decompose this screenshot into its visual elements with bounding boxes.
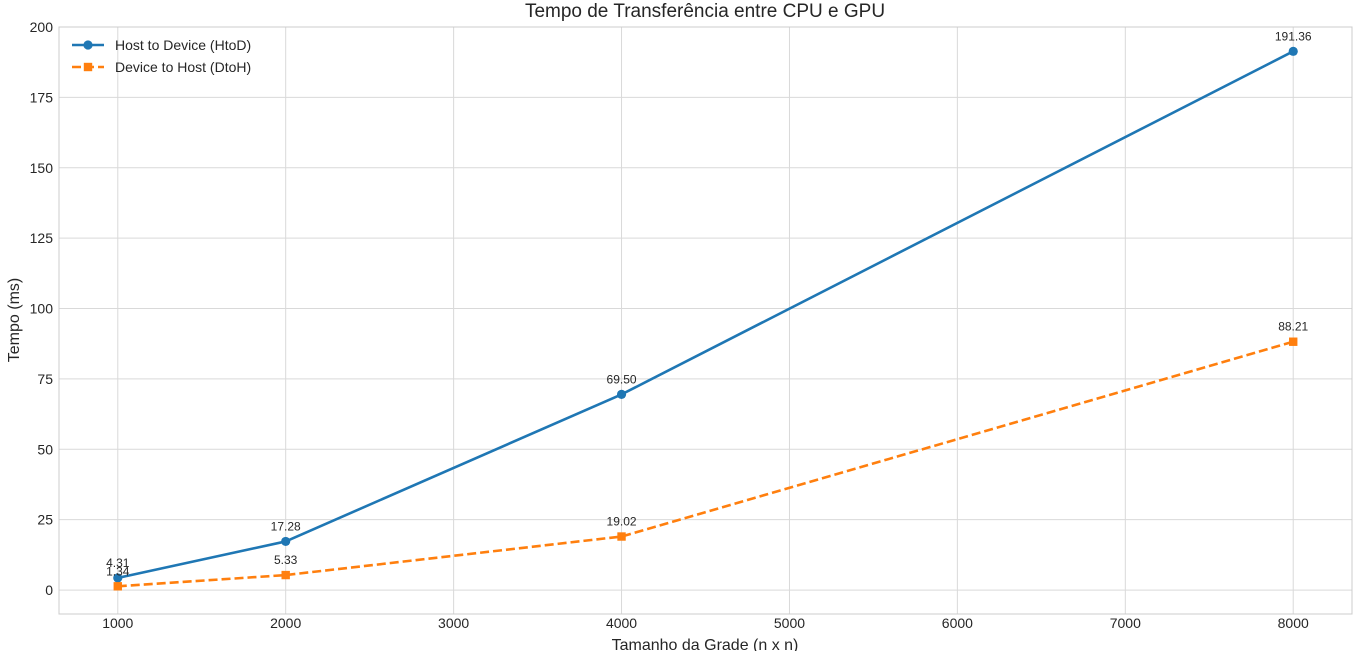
legend-item: Device to Host (DtoH) bbox=[72, 59, 251, 75]
y-tick-label: 50 bbox=[37, 441, 53, 457]
legend: Host to Device (HtoD) Device to Host (Dto… bbox=[72, 37, 251, 75]
y-tick-label: 75 bbox=[37, 371, 53, 387]
series-htod bbox=[113, 46, 1298, 583]
legend-marker bbox=[83, 62, 93, 72]
x-tick-label: 4000 bbox=[606, 615, 637, 631]
legend-item: Host to Device (HtoD) bbox=[72, 37, 251, 53]
series-line bbox=[117, 50, 1294, 580]
grid bbox=[59, 26, 1352, 614]
y-tick-label: 0 bbox=[45, 582, 53, 598]
x-tick-label: 6000 bbox=[942, 615, 973, 631]
x-axis-title: Tamanho da Grade (n x n) bbox=[612, 637, 799, 651]
x-tick-label: 7000 bbox=[1110, 615, 1141, 631]
legend-marker bbox=[83, 40, 93, 50]
x-tick-label: 8000 bbox=[1278, 615, 1309, 631]
data-label: 19.02 bbox=[607, 515, 637, 529]
y-tick-label: 100 bbox=[30, 301, 54, 317]
y-tick-label: 25 bbox=[37, 512, 53, 528]
x-tick-label: 2000 bbox=[270, 615, 301, 631]
data-labels: 4.31 17.28 69.50 191.36 1.34 5.33 19.02 88.21 bbox=[106, 29, 1312, 578]
data-label: 88.21 bbox=[1278, 320, 1308, 334]
y-tick-label: 200 bbox=[30, 19, 54, 35]
data-point bbox=[113, 573, 123, 583]
data-label: 17.28 bbox=[271, 519, 301, 533]
legend-label: Host to Device (HtoD) bbox=[115, 37, 251, 53]
x-tick-label: 3000 bbox=[438, 615, 469, 631]
data-label: 1.34 bbox=[106, 564, 130, 578]
y-tick-label: 175 bbox=[30, 89, 54, 105]
y-tick-label: 150 bbox=[30, 160, 54, 176]
data-label: 69.50 bbox=[607, 372, 637, 386]
legend-label: Device to Host (DtoH) bbox=[115, 59, 251, 75]
data-point bbox=[281, 570, 290, 580]
data-point bbox=[617, 532, 626, 541]
data-label: 191.36 bbox=[1275, 29, 1312, 43]
x-tick-label: 5000 bbox=[774, 615, 805, 631]
axis-ticks: 1000 2000 3000 4000 5000 6000 7000 8000 0 25 50 75 1… bbox=[30, 19, 1309, 631]
series-line bbox=[117, 340, 1294, 588]
data-point bbox=[1289, 337, 1298, 346]
data-point bbox=[616, 389, 627, 400]
y-axis-title: Tempo (ms) bbox=[6, 278, 23, 362]
series-dtoh bbox=[113, 337, 1298, 591]
chart-title: Tempo de Transferência entre CPU e GPU bbox=[525, 1, 885, 22]
data-label: 5.33 bbox=[274, 553, 298, 567]
data-point bbox=[281, 536, 291, 547]
y-tick-label: 125 bbox=[30, 230, 54, 246]
plot-area-frame bbox=[58, 26, 1353, 615]
data-point bbox=[113, 582, 122, 591]
series bbox=[113, 46, 1298, 591]
x-tick-label: 1000 bbox=[102, 615, 133, 631]
data-label: 4.31 bbox=[106, 556, 130, 570]
data-point bbox=[1288, 46, 1298, 56]
